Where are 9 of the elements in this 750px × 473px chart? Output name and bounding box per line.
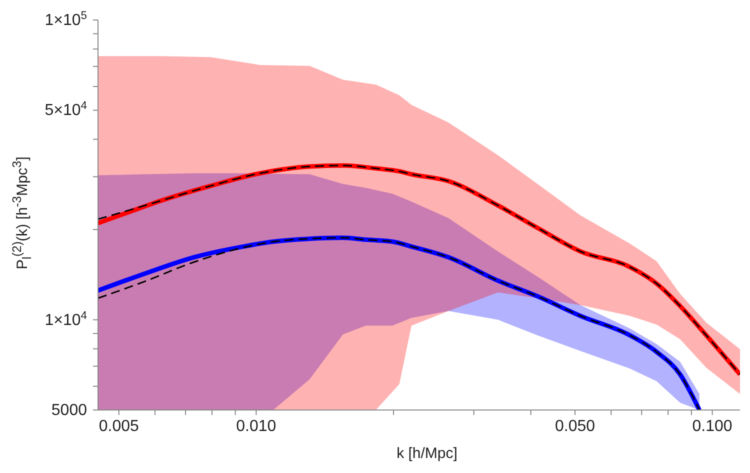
y-tick-label: 5×10$^{4}$ xyxy=(44,100,87,120)
x-tick-label: 0.005 xyxy=(98,418,139,435)
x-tick-label: 0.100 xyxy=(692,418,732,435)
y-tick-label: 1×10$^{4}$ xyxy=(44,310,87,329)
x-axis-title: k [h/Mpc] xyxy=(396,445,458,462)
y-tick-label: 1×10$^{5}$ xyxy=(44,10,87,29)
x-tick-label: 0.010 xyxy=(236,418,276,435)
y-tick-label: 5000 xyxy=(51,402,88,419)
x-tick-label: 0.050 xyxy=(554,418,596,435)
